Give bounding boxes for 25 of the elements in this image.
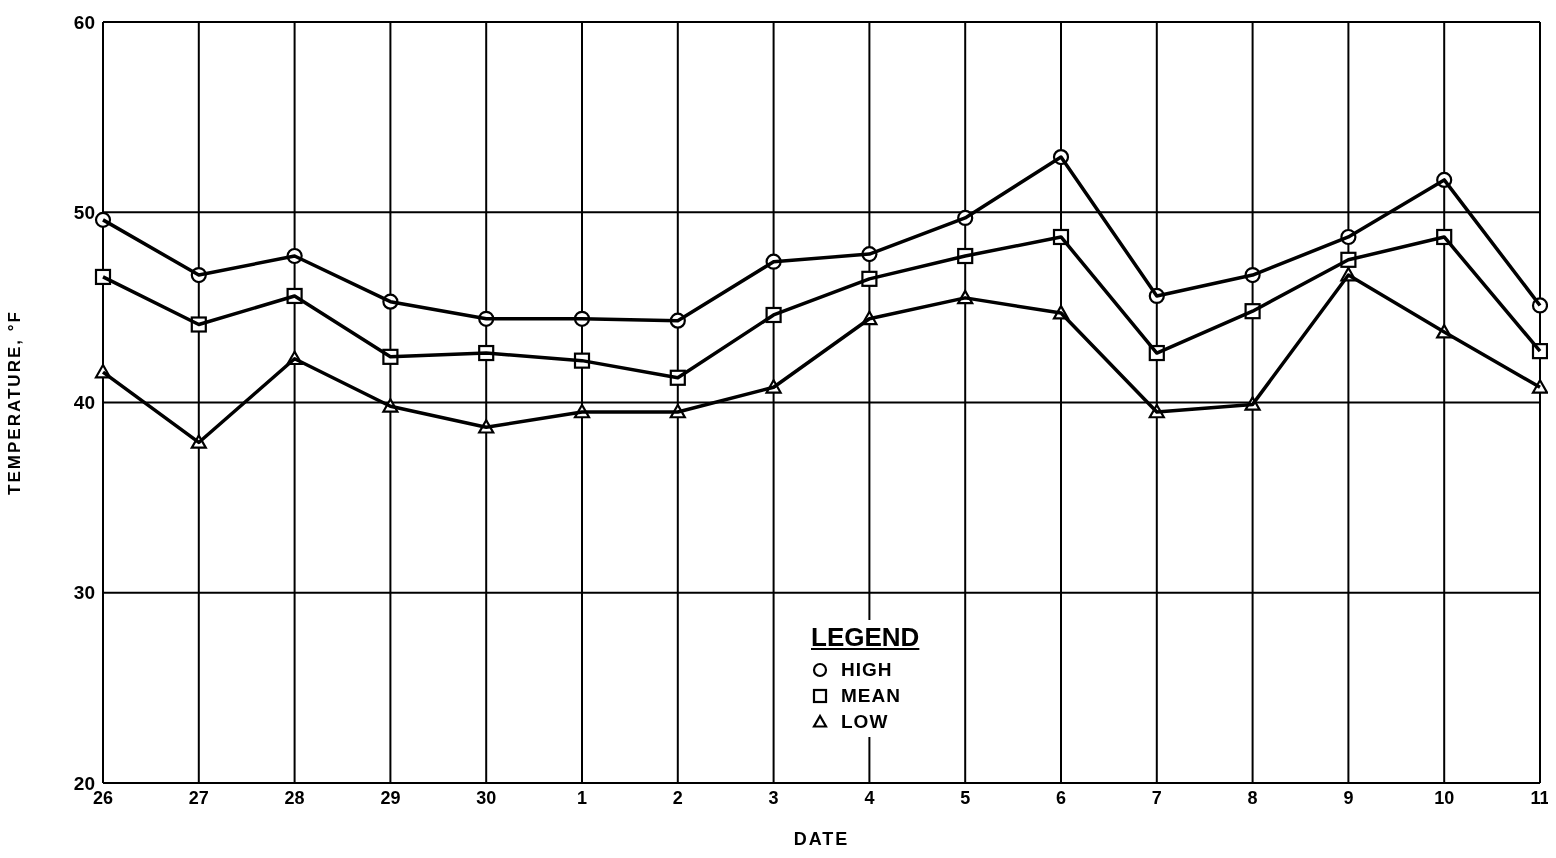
y-tick-label: 40: [73, 392, 95, 414]
x-tick-label: 6: [1055, 787, 1067, 808]
x-tick-label: 3: [768, 787, 779, 808]
legend-label: HIGH: [841, 659, 893, 681]
x-tick-label: 9: [1343, 787, 1354, 808]
x-tick-label: 29: [380, 787, 401, 808]
legend-title: LEGEND: [811, 622, 920, 653]
x-tick-label: 5: [960, 787, 971, 808]
x-tick-label: 1: [576, 787, 588, 808]
y-tick-label: 20: [73, 772, 95, 794]
x-tick-label: 10: [1434, 787, 1455, 808]
x-tick-label: 30: [476, 787, 497, 808]
x-tick-label: 8: [1247, 787, 1258, 808]
y-tick-label: 30: [73, 582, 95, 604]
legend-label: LOW: [841, 711, 889, 733]
x-tick-label: 27: [188, 787, 209, 808]
x-tick-label: 28: [284, 787, 305, 808]
y-tick-label: 60: [73, 11, 95, 33]
x-tick-label: 7: [1151, 787, 1162, 808]
y-tick-label: 50: [73, 201, 95, 223]
y-axis-title: TEMPERATURE, °F: [5, 310, 25, 495]
x-axis-title: DATE: [793, 829, 850, 849]
legend-label: MEAN: [841, 685, 901, 707]
x-tick-label: 4: [864, 787, 875, 808]
x-tick-label: 2: [672, 787, 683, 808]
